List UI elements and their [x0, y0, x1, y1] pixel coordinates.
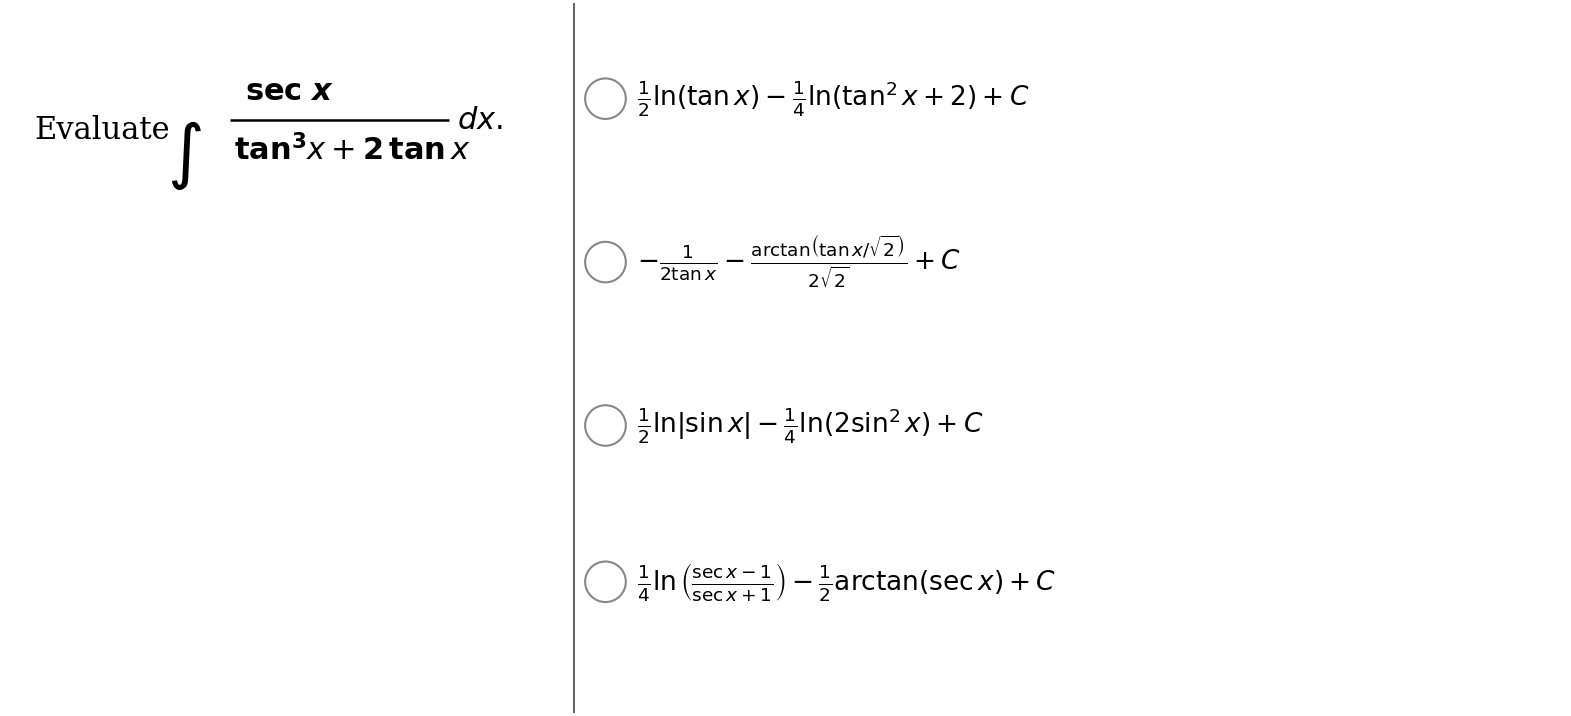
Text: $\int$: $\int$: [167, 119, 203, 192]
Text: $-\frac{1}{2\tan x} - \frac{\mathrm{arctan}\left(\tan x/\sqrt{2}\right)}{2\sqrt{: $-\frac{1}{2\tan x} - \frac{\mathrm{arct…: [636, 233, 961, 291]
Text: $\frac{1}{2}\ln(\tan x) - \frac{1}{4}\ln(\tan^2 x + 2) + C$: $\frac{1}{2}\ln(\tan x) - \frac{1}{4}\ln…: [636, 79, 1029, 119]
Text: $\frac{1}{2}\ln|\sin x| - \frac{1}{4}\ln(2\sin^2 x) + C$: $\frac{1}{2}\ln|\sin x| - \frac{1}{4}\ln…: [636, 405, 983, 445]
Text: $\mathbf{sec}\ \boldsymbol{x}$: $\mathbf{sec}\ \boldsymbol{x}$: [245, 77, 335, 106]
Text: $\mathbf{tan^3}x + \mathbf{2\,tan}\,x$: $\mathbf{tan^3}x + \mathbf{2\,tan}\,x$: [234, 135, 471, 167]
Text: $dx.$: $dx.$: [457, 105, 503, 135]
Text: Evaluate: Evaluate: [35, 115, 170, 146]
Text: $\frac{1}{4}\ln\left(\frac{\sec x - 1}{\sec x + 1}\right) - \frac{1}{2}\mathrm{a: $\frac{1}{4}\ln\left(\frac{\sec x - 1}{\…: [636, 561, 1056, 603]
